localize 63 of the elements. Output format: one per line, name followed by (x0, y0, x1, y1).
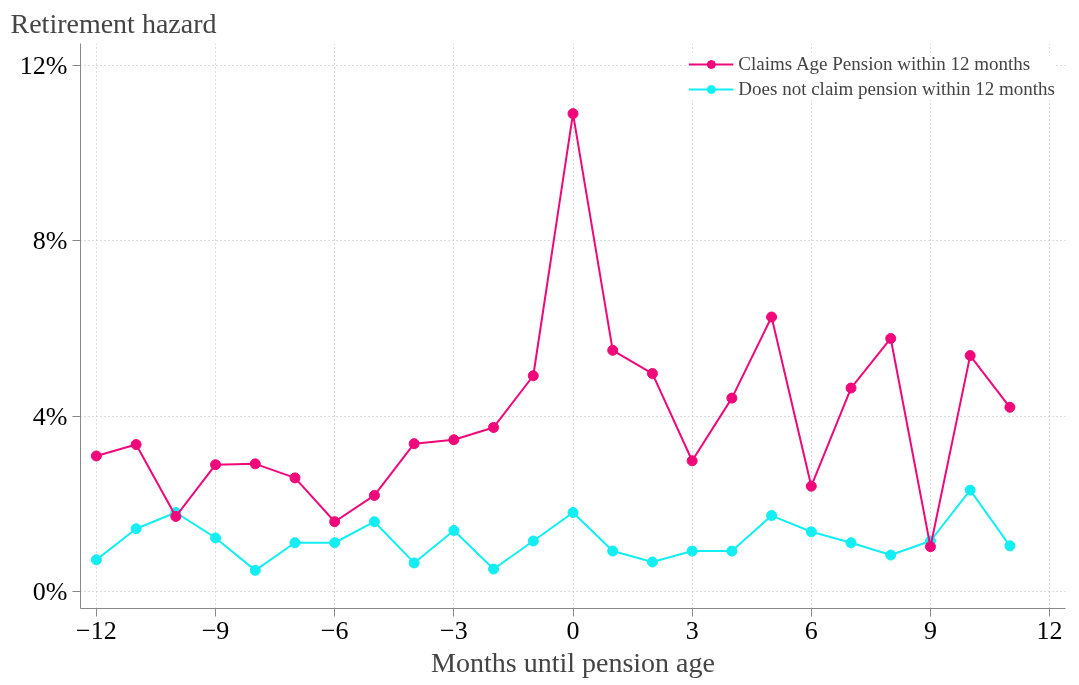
point (249, 564, 261, 576)
point (1004, 540, 1016, 552)
point (130, 439, 142, 451)
x-tick-label: −12 (76, 615, 117, 645)
x-tick-label: 6 (804, 615, 818, 645)
point (210, 532, 222, 544)
point (210, 459, 222, 471)
point (130, 523, 142, 535)
point (726, 392, 738, 404)
legend-label: Claims Age Pension within 12 months (738, 53, 1031, 75)
point (805, 526, 817, 538)
point (726, 545, 738, 557)
legend-label: Does not claim pension within 12 months (738, 78, 1055, 100)
x-axis-title: Months until pension age (431, 646, 715, 678)
point (329, 537, 341, 549)
y-tick-label: 12% (19, 50, 68, 80)
point (885, 549, 897, 561)
point (766, 510, 778, 522)
x-tick-label: 3 (685, 615, 699, 645)
point (488, 563, 500, 575)
point (607, 545, 619, 557)
y-axis-title: Retirement hazard (10, 7, 217, 39)
point (527, 535, 539, 547)
point (448, 524, 460, 536)
point (249, 458, 261, 470)
point (805, 480, 817, 492)
point (567, 108, 579, 120)
point (567, 507, 579, 518)
x-tick-label: 12 (1036, 615, 1063, 645)
x-tick-label: 0 (566, 615, 580, 645)
point (646, 368, 658, 380)
point (885, 333, 897, 344)
point (646, 556, 658, 568)
point (368, 489, 380, 501)
x-tick-label: −9 (201, 615, 230, 645)
point (448, 434, 460, 446)
point (170, 510, 182, 522)
y-tick-label: 8% (32, 226, 68, 256)
point (964, 350, 976, 362)
point (845, 537, 857, 549)
point (924, 541, 936, 553)
point (289, 537, 301, 549)
point (408, 438, 420, 450)
point (289, 472, 301, 484)
point (527, 370, 539, 382)
point (607, 344, 619, 356)
point (686, 545, 698, 557)
point (90, 554, 102, 566)
point (1004, 401, 1016, 413)
y-tick-label: 0% (32, 576, 68, 606)
y-tick-label: 4% (32, 401, 68, 431)
point (766, 311, 778, 323)
point (845, 382, 857, 394)
point (368, 516, 380, 528)
point (964, 484, 976, 496)
x-tick-label: 9 (923, 615, 937, 645)
point (90, 450, 102, 462)
x-tick-label: −6 (320, 615, 349, 645)
point (408, 557, 420, 569)
point (488, 421, 500, 433)
x-tick-label: −3 (440, 615, 468, 645)
point (329, 516, 341, 528)
point (686, 455, 698, 467)
